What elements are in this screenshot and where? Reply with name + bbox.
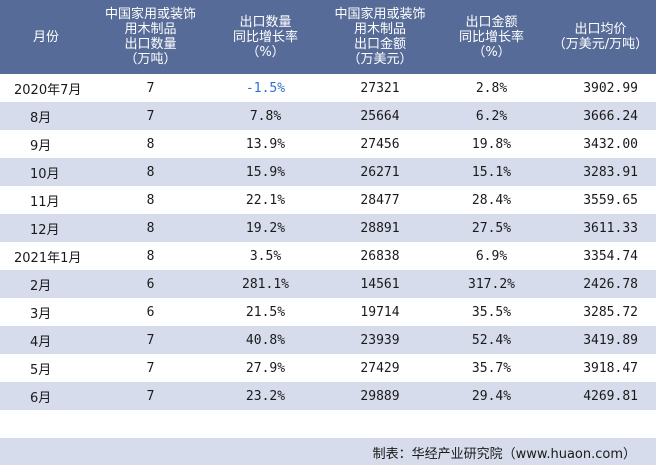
table-row: 10月 8 15.9% 26271 15.1% 3283.91 [0,158,656,186]
cell-export-quantity: 7 [146,108,155,124]
cell-average-price: 3285.72 [583,304,638,320]
cell-value-growth: 6.9% [475,248,508,264]
cell-export-value: 19714 [360,304,400,320]
header-export-quantity: 中国家用或装饰 用木制品 出口数量 （万吨） [104,7,196,67]
cell-quantity-growth: 40.8% [245,332,286,348]
cell-average-price: 3432.00 [583,136,638,152]
footer-bar: 制表：华经产业研究院（www.huaon.com） [0,438,656,465]
cell-value-growth: 52.4% [471,332,512,348]
cell-quantity-growth: 3.5% [249,248,282,264]
cell-value-growth: 15.1% [471,164,512,180]
cell-value-growth: 35.7% [471,360,512,376]
header-export-value: 中国家用或装饰 用木制品 出口金额 （万美元） [334,7,426,67]
cell-export-value: 28891 [360,220,400,236]
cell-export-quantity: 7 [146,388,155,404]
cell-quantity-growth: -1.5% [245,80,286,96]
table-row: 2月 6 281.1% 14561 317.2% 2426.78 [0,270,656,298]
cell-quantity-growth: 23.2% [245,388,286,404]
cell-export-quantity: 7 [146,80,155,96]
header-average-price: 出口均价 （万美元/万吨） [552,22,649,52]
cell-month: 2020年7月 [14,82,82,98]
cell-export-value: 27429 [360,360,400,376]
table-row: 2020年7月 7 -1.5% 27321 2.8% 3902.99 [0,74,656,102]
cell-export-quantity: 8 [146,192,155,208]
table-row: 9月 8 13.9% 27456 19.8% 3432.00 [0,130,656,158]
cell-export-value: 27456 [360,136,400,152]
cell-average-price: 3354.74 [583,248,638,264]
cell-quantity-growth: 13.9% [245,136,286,152]
cell-value-growth: 35.5% [471,304,512,320]
cell-average-price: 3283.91 [583,164,638,180]
header-quantity-growth: 出口数量 同比增长率 （%） [232,14,298,60]
cell-export-value: 23939 [360,332,400,348]
cell-value-growth: 29.4% [471,388,512,404]
cell-average-price: 3918.47 [583,360,638,376]
header-month: 月份 [32,29,59,45]
cell-quantity-growth: 19.2% [245,220,286,236]
cell-export-quantity: 8 [146,164,155,180]
cell-export-quantity: 8 [146,220,155,236]
cell-export-value: 14561 [360,276,400,292]
cell-export-quantity: 6 [146,304,155,320]
cell-export-value: 28477 [360,192,400,208]
cell-export-value: 26271 [360,164,400,180]
cell-export-value: 29889 [360,388,400,404]
cell-export-value: 27321 [360,80,400,96]
cell-export-quantity: 7 [146,332,155,348]
source-note: 制表：华经产业研究院（www.huaon.com） [372,447,636,462]
table-row: 4月 7 40.8% 23939 52.4% 3419.89 [0,326,656,354]
cell-month: 5月 [30,362,52,378]
cell-export-quantity: 8 [146,248,155,264]
cell-month: 3月 [30,306,52,322]
export-data-table: 月份 中国家用或装饰 用木制品 出口数量 （万吨） 出口数量 同比增长率 （%）… [0,0,656,410]
cell-month: 9月 [30,138,52,154]
cell-value-growth: 19.8% [471,136,512,152]
table-row: 3月 6 21.5% 19714 35.5% 3285.72 [0,298,656,326]
cell-month: 2021年1月 [14,250,82,266]
cell-month: 2月 [30,278,52,294]
cell-export-value: 26838 [360,248,400,264]
cell-export-quantity: 7 [146,360,155,376]
cell-average-price: 3611.33 [583,220,638,236]
cell-quantity-growth: 7.8% [249,108,282,124]
table-row: 12月 8 19.2% 28891 27.5% 3611.33 [0,214,656,242]
cell-average-price: 2426.78 [583,276,638,292]
cell-average-price: 3666.24 [583,108,638,124]
table-row: 6月 7 23.2% 29889 29.4% 4269.81 [0,382,656,410]
table-row: 8月 7 7.8% 25664 6.2% 3666.24 [0,102,656,130]
cell-value-growth: 27.5% [471,220,512,236]
cell-month: 6月 [30,390,52,406]
cell-export-quantity: 6 [146,276,155,292]
table-row: 5月 7 27.9% 27429 35.7% 3918.47 [0,354,656,382]
cell-value-growth: 317.2% [468,276,515,292]
cell-average-price: 3902.99 [583,80,638,96]
cell-value-growth: 6.2% [475,108,508,124]
cell-quantity-growth: 281.1% [242,276,289,292]
header-row: 月份 中国家用或装饰 用木制品 出口数量 （万吨） 出口数量 同比增长率 （%）… [0,0,656,74]
cell-value-growth: 28.4% [471,192,512,208]
cell-quantity-growth: 15.9% [245,164,286,180]
cell-month: 11月 [30,194,60,210]
cell-average-price: 4269.81 [583,388,638,404]
header-value-growth: 出口金额 同比增长率 （%） [458,14,524,60]
cell-average-price: 3559.65 [583,192,638,208]
cell-average-price: 3419.89 [583,332,638,348]
cell-quantity-growth: 27.9% [245,360,286,376]
cell-month: 10月 [30,166,60,182]
cell-quantity-growth: 21.5% [245,304,286,320]
cell-month: 4月 [30,334,52,350]
table-row: 2021年1月 8 3.5% 26838 6.9% 3354.74 [0,242,656,270]
cell-quantity-growth: 22.1% [245,192,286,208]
table-row: 11月 8 22.1% 28477 28.4% 3559.65 [0,186,656,214]
cell-export-quantity: 8 [146,136,155,152]
cell-value-growth: 2.8% [475,80,508,96]
cell-export-value: 25664 [360,108,400,124]
cell-month: 8月 [30,110,52,126]
cell-month: 12月 [30,222,60,238]
